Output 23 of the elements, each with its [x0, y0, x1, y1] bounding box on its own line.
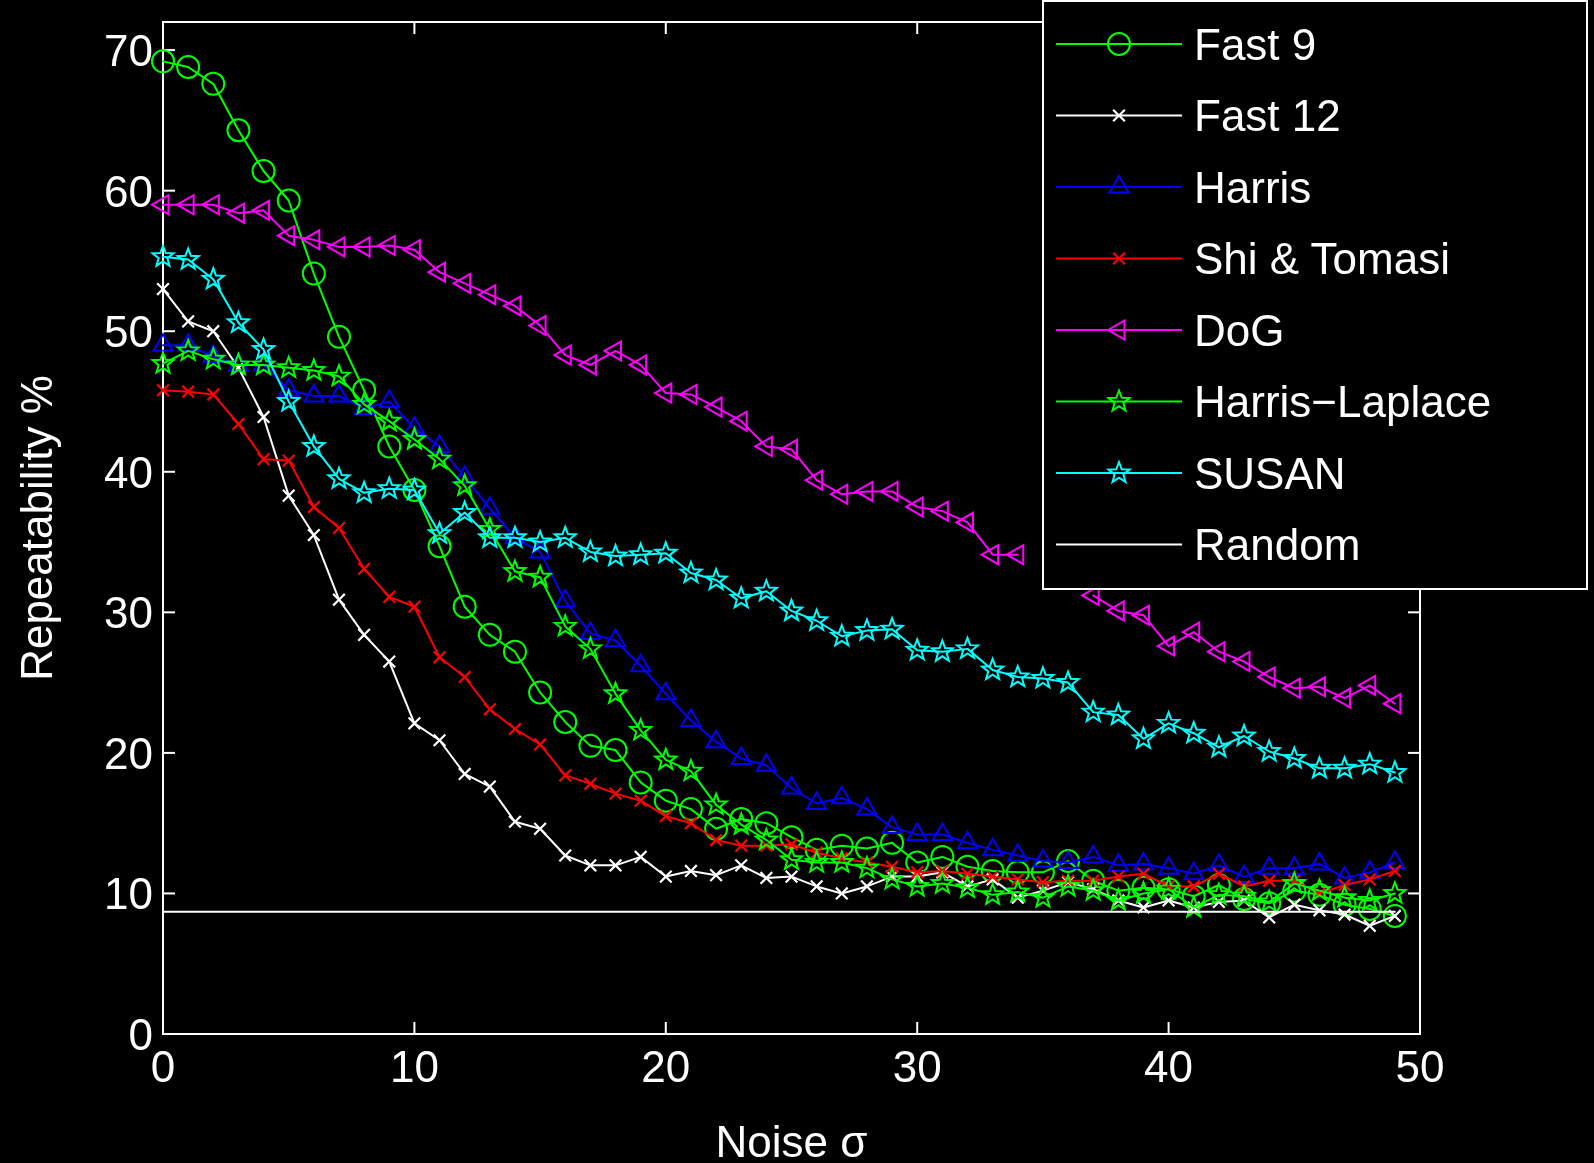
legend-label: SUSAN — [1194, 448, 1346, 498]
y-axis-title: Repeatability % — [12, 375, 61, 681]
x-tick-label: 40 — [1144, 1042, 1194, 1091]
y-tick-label: 10 — [104, 869, 153, 919]
y-tick-label: 40 — [104, 447, 153, 497]
legend-label: Shi & Tomasi — [1194, 234, 1450, 284]
legend-label: Harris — [1194, 162, 1312, 212]
y-tick-label: 0 — [128, 1009, 153, 1059]
x-tick-label: 50 — [1395, 1042, 1445, 1091]
x-tick-label: 10 — [389, 1042, 439, 1091]
y-tick-label: 30 — [104, 588, 153, 638]
x-tick-label: 20 — [641, 1042, 691, 1091]
legend-label: Fast 9 — [1194, 19, 1317, 69]
y-tick-label: 60 — [104, 166, 153, 216]
y-tick-label: 50 — [104, 307, 153, 357]
y-tick-label: 70 — [104, 25, 153, 75]
x-tick-label: 30 — [892, 1042, 942, 1091]
legend-label: DoG — [1194, 305, 1285, 355]
legend-label: Random — [1194, 520, 1361, 570]
legend-label: Harris−Laplace — [1194, 377, 1492, 427]
y-tick-label: 20 — [104, 728, 153, 778]
x-axis-title: Noise σ — [715, 1117, 868, 1163]
legend-label: Fast 12 — [1194, 91, 1341, 141]
